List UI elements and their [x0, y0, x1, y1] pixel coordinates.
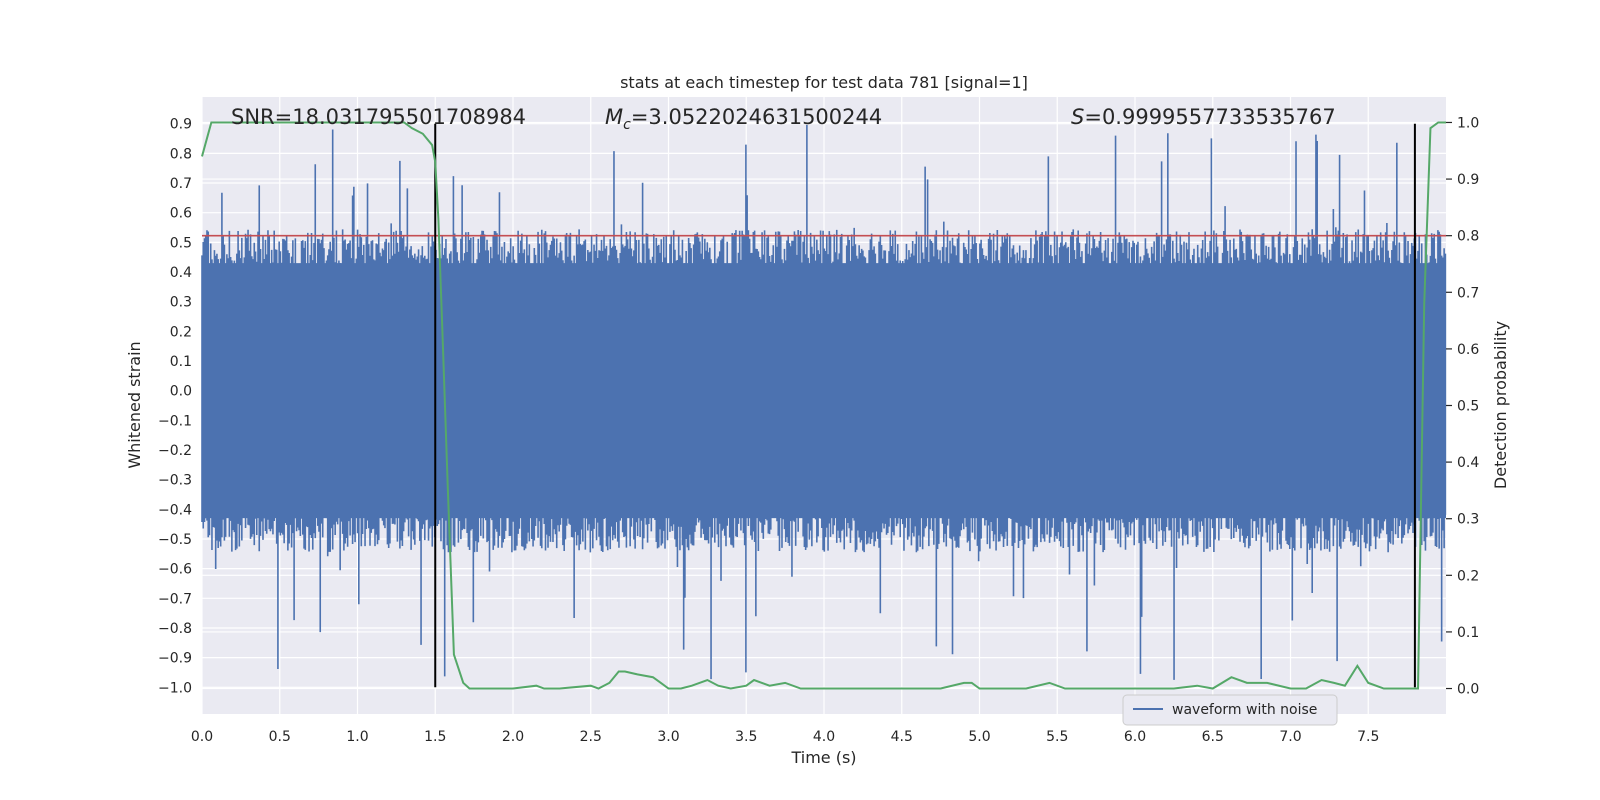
x-tick-label: 4.5	[891, 729, 913, 745]
y-tick-label: 0.5	[170, 235, 192, 251]
mc-subscript: c	[623, 117, 631, 133]
x-axis-ticks: 0.0 0.5 1.0 1.5 2.0 2.5 3.0 3.5 4.0 4.5 5.0 5.5 6.0 6…	[191, 729, 1380, 745]
mc-annotation: Mc=3.0522024631500244	[605, 105, 882, 133]
detection-probability-line	[201, 121, 1446, 690]
y2-tick-label: 0.6	[1457, 342, 1479, 358]
y2-tick-label: 1.0	[1457, 115, 1479, 131]
y2-tick-label: 0.9	[1457, 172, 1479, 188]
x-axis-label: Time (s)	[790, 748, 856, 767]
x-tick-label: 3.0	[657, 729, 679, 745]
y-tick-label: 0.6	[170, 206, 192, 222]
legend-label: waveform with noise	[1172, 702, 1317, 718]
x-tick-label: 6.5	[1202, 729, 1224, 745]
y-tick-label: 0.4	[170, 265, 192, 281]
y-tick-label: 0.8	[170, 146, 192, 162]
y-tick-label: −0.5	[158, 532, 192, 548]
x-tick-label: 2.0	[502, 729, 524, 745]
y-tick-label: 0.0	[170, 384, 192, 400]
y2-tick-label: 0.5	[1457, 399, 1479, 415]
y-tick-label: 0.1	[170, 354, 192, 370]
y-tick-label: −1.0	[158, 680, 192, 696]
x-tick-label: 1.5	[424, 729, 446, 745]
x-tick-label: 0.0	[191, 729, 213, 745]
x-tick-label: 5.0	[968, 729, 990, 745]
chart-title: stats at each timestep for test data 781…	[620, 73, 1028, 92]
y2-tick-label: 0.7	[1457, 285, 1479, 301]
s-value: =0.9999557733535767	[1084, 105, 1335, 129]
y-axis-ticks: −1.0 −0.9 −0.8 −0.7 −0.6 −0.5 −0.4 −0.3 −0.2 −0.1…	[158, 117, 192, 697]
x-tick-label: 3.5	[735, 729, 757, 745]
x-tick-label: 4.0	[813, 729, 835, 745]
y-tick-label: −0.9	[158, 651, 192, 667]
y2-tick-label: 0.8	[1457, 229, 1479, 245]
legend-box	[1122, 694, 1338, 726]
y2-tick-label: 0.2	[1457, 568, 1479, 584]
vertical-markers	[434, 123, 1416, 688]
y2-tick-label: 0.1	[1457, 625, 1479, 641]
s-symbol: S	[1071, 105, 1084, 129]
y-tick-label: −0.8	[158, 621, 192, 637]
y-tick-label: −0.4	[158, 502, 192, 518]
y-tick-label: 0.3	[170, 295, 192, 311]
y-tick-label: 0.7	[170, 176, 192, 192]
y-tick-label: 0.2	[170, 324, 192, 340]
x-tick-label: 5.5	[1046, 729, 1068, 745]
waveform-series	[201, 125, 1447, 680]
y2-axis-label: Detection probability	[1491, 321, 1510, 489]
x-tick-label: 6.0	[1124, 729, 1146, 745]
x-tick-label: 7.0	[1279, 729, 1301, 745]
x-tick-label: 7.5	[1357, 729, 1379, 745]
waveform-line	[201, 125, 1447, 680]
mc-symbol: M	[605, 105, 623, 129]
legend: waveform with noise	[1122, 694, 1338, 726]
y2-tick-label: 0.0	[1457, 682, 1479, 698]
y-tick-label: −0.7	[158, 591, 192, 607]
x-tick-label: 1.0	[346, 729, 368, 745]
x-tick-label: 2.5	[580, 729, 602, 745]
mc-value: =3.0522024631500244	[631, 105, 882, 129]
y-tick-label: 0.9	[170, 117, 192, 133]
x-tick-label: 0.5	[269, 729, 291, 745]
y-tick-label: −0.6	[158, 562, 192, 578]
y-axis-label: Whitened strain	[125, 341, 144, 468]
y2-tick-label: 0.3	[1457, 512, 1479, 528]
s-annotation: S=0.9999557733535767	[1071, 105, 1336, 129]
y-tick-label: −0.2	[158, 443, 192, 459]
y2-axis-ticks: 0.0 0.1 0.2 0.3 0.4 0.5 0.6 0.7 0.8 0.9 1.0	[1446, 115, 1479, 698]
y-tick-label: −0.3	[158, 473, 192, 489]
y2-tick-label: 0.4	[1457, 455, 1479, 471]
snr-annotation: SNR=18.031795501708984	[231, 105, 526, 129]
y-tick-label: −0.1	[158, 413, 192, 429]
